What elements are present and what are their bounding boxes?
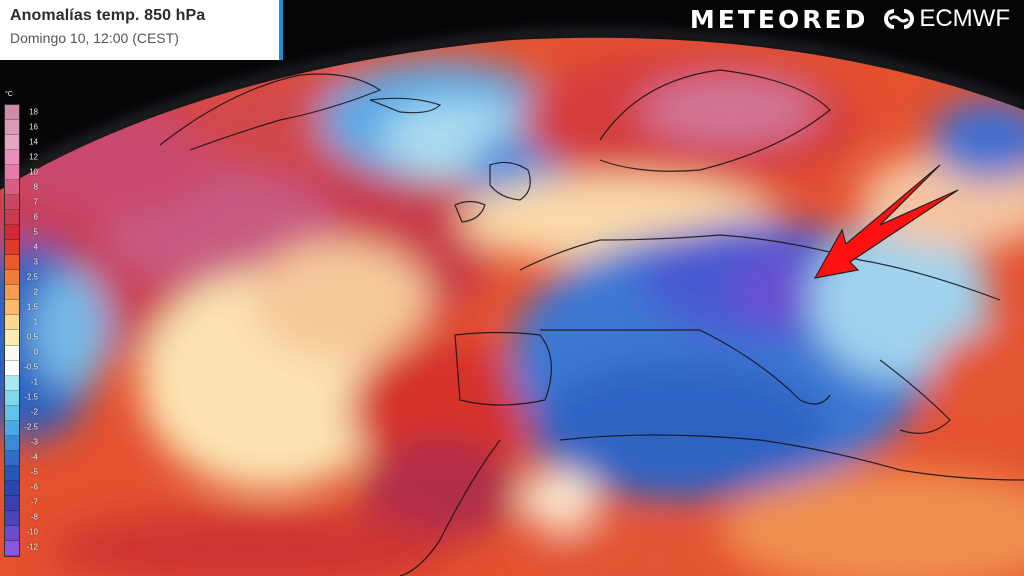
legend-swatch	[5, 165, 19, 181]
legend-label: 5	[33, 227, 38, 237]
legend-label: 2	[33, 287, 38, 297]
legend-label: 0.5	[26, 332, 38, 342]
legend-swatch	[5, 225, 19, 241]
legend-label: -10	[26, 527, 38, 537]
legend-label: -0.5	[24, 362, 38, 372]
legend-swatch	[5, 240, 19, 256]
legend-label: 3	[33, 257, 38, 267]
legend-label: -2	[30, 407, 38, 417]
annotation-arrow	[813, 164, 959, 279]
legend-label: 8	[33, 182, 38, 192]
legend-swatch	[5, 195, 19, 211]
legend-swatch	[5, 330, 19, 346]
legend-label: 1.5	[26, 302, 38, 312]
legend-swatch	[5, 255, 19, 271]
legend-swatch	[5, 150, 19, 166]
legend-swatch	[5, 510, 19, 526]
legend-label: 4	[33, 242, 38, 252]
color-scale-legend: °C 18 16 14 12 10 8 7 6 5 4 3 2.5 2 1.5 1 0.5 0 -0.5 -1 -1.…	[0, 88, 44, 560]
ecmwf-icon	[884, 9, 915, 29]
legend-label: -12	[26, 542, 38, 552]
legend-label: -7	[30, 497, 38, 507]
legend-swatch	[5, 525, 19, 541]
meteored-logo: METEORED	[689, 4, 869, 34]
legend-label: -5	[30, 467, 38, 477]
legend-label: 14	[29, 137, 38, 147]
legend-swatch	[5, 495, 19, 511]
legend-label: 6	[33, 212, 38, 222]
legend-swatch	[5, 375, 19, 391]
legend-swatch	[5, 465, 19, 481]
legend-label: -8	[30, 512, 38, 522]
legend-swatch	[5, 180, 19, 196]
legend-swatch	[5, 285, 19, 301]
ecmwf-text: ECMWF	[919, 5, 1010, 32]
legend-label: 2.5	[26, 272, 38, 282]
legend-label: -6	[30, 482, 38, 492]
legend-label: -1.5	[24, 392, 38, 402]
branding: METEORED ECMWF	[690, 4, 1010, 34]
legend-color-bar	[4, 104, 20, 557]
legend-swatch	[5, 360, 19, 376]
legend-label: -1	[30, 377, 38, 387]
legend-label: -3	[30, 437, 38, 447]
map-title: Anomalías temp. 850 hPa	[10, 7, 206, 24]
legend-label: 10	[29, 167, 38, 177]
legend-swatch	[5, 270, 19, 286]
legend-label: -2.5	[24, 422, 38, 432]
map-title-box: Anomalías temp. 850 hPa Domingo 10, 12:0…	[0, 0, 283, 60]
ecmwf-logo: ECMWF	[882, 5, 1010, 33]
legend-swatch	[5, 420, 19, 436]
legend-swatch	[5, 435, 19, 451]
legend-swatch	[5, 120, 19, 136]
legend-label: 12	[29, 152, 38, 162]
legend-swatch	[5, 390, 19, 406]
legend-swatch	[5, 480, 19, 496]
legend-unit: °C	[5, 91, 13, 98]
map-timestamp: Domingo 10, 12:00 (CEST)	[10, 30, 179, 46]
legend-swatch	[5, 315, 19, 331]
legend-label: 0	[33, 347, 38, 357]
legend-swatch	[5, 210, 19, 226]
legend-labels: 18 16 14 12 10 8 7 6 5 4 3 2.5 2 1.5 1 0.5 0 -0.5 -1 -1.5 -2…	[20, 104, 40, 555]
legend-label: 18	[29, 107, 38, 117]
legend-label: 16	[29, 122, 38, 132]
legend-swatch	[5, 135, 19, 151]
legend-swatch	[5, 300, 19, 316]
legend-swatch	[5, 105, 19, 121]
legend-swatch	[5, 345, 19, 361]
legend-label: 7	[33, 197, 38, 207]
legend-swatch	[5, 540, 19, 556]
legend-swatch	[5, 450, 19, 466]
legend-label: 1	[33, 317, 38, 327]
legend-swatch	[5, 405, 19, 421]
legend-label: -4	[30, 452, 38, 462]
